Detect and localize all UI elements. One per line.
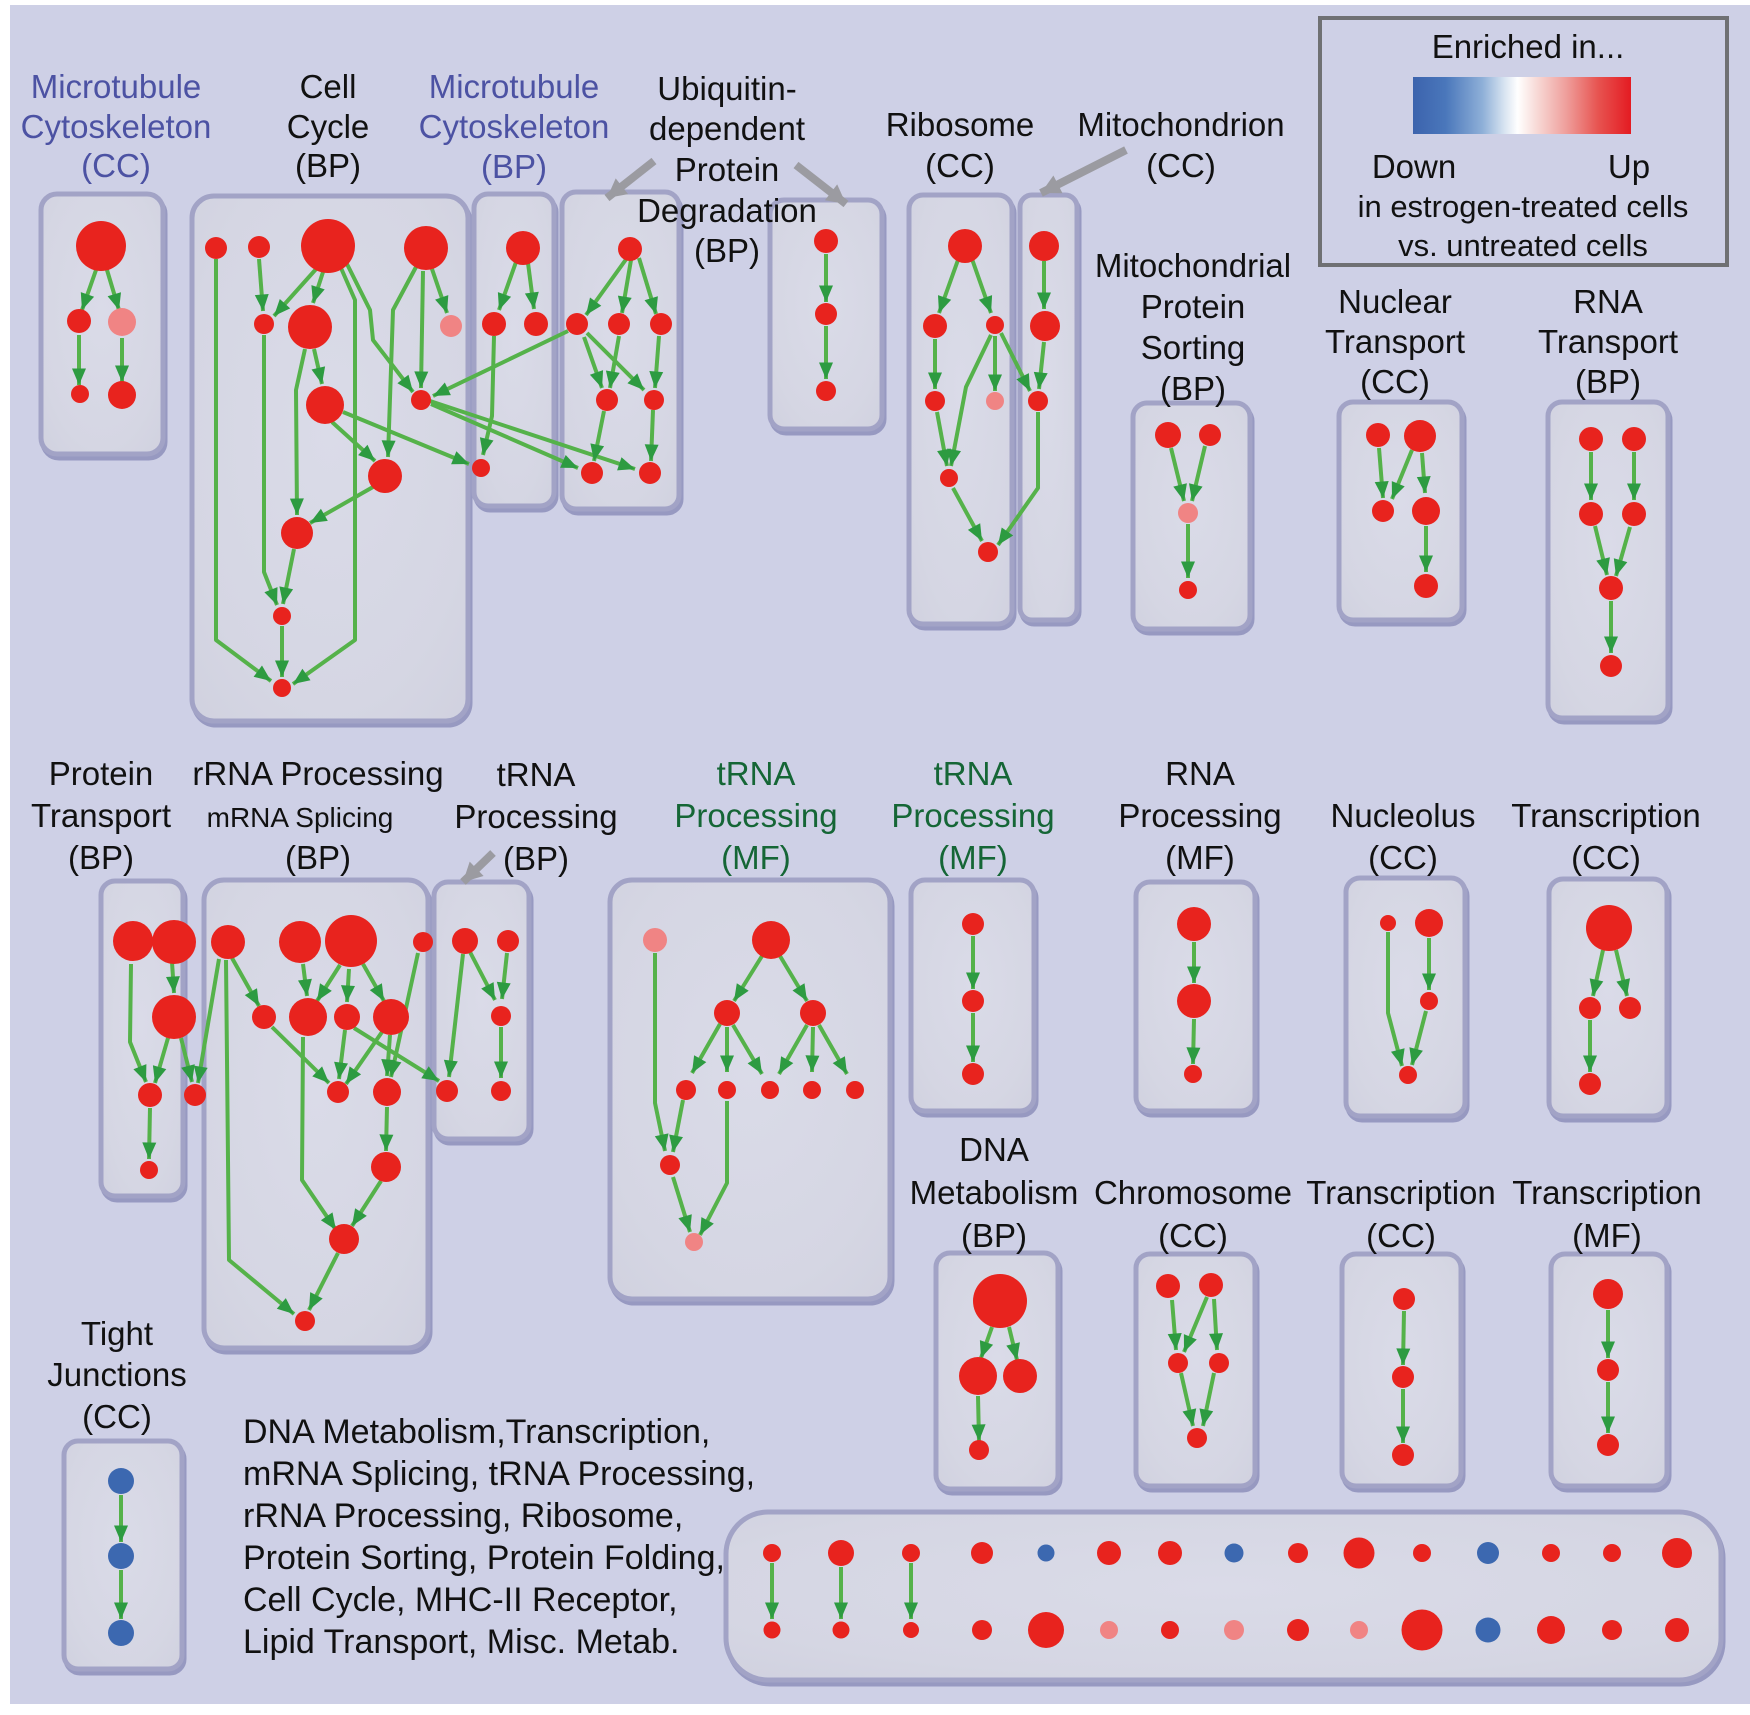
svg-text:(CC): (CC) [1368,839,1438,876]
svg-text:Transport: Transport [1538,323,1678,360]
svg-text:Metabolism: Metabolism [910,1174,1079,1211]
svg-text:rRNA Processing, Ribosome,: rRNA Processing, Ribosome, [243,1497,683,1535]
svg-text:tRNA: tRNA [717,755,796,792]
svg-text:dependent: dependent [649,110,805,147]
svg-text:Transcription: Transcription [1306,1174,1496,1211]
svg-text:(BP): (BP) [285,839,351,876]
svg-text:(BP): (BP) [961,1217,1027,1254]
svg-text:Microtubule: Microtubule [429,68,600,105]
svg-text:Cytoskeleton: Cytoskeleton [21,108,212,145]
svg-text:Cell: Cell [300,68,357,105]
svg-text:Processing: Processing [1118,797,1281,834]
svg-text:(MF): (MF) [1165,839,1235,876]
svg-text:tRNA: tRNA [497,756,576,793]
svg-text:(CC): (CC) [1158,1217,1228,1254]
svg-text:(BP): (BP) [295,147,361,184]
svg-text:(BP): (BP) [503,840,569,877]
svg-text:(CC): (CC) [81,147,151,184]
svg-text:(CC): (CC) [1146,147,1216,184]
svg-text:Enriched in...: Enriched in... [1432,28,1625,65]
svg-text:Mitochondrial: Mitochondrial [1095,247,1291,284]
svg-text:in estrogen-treated cells: in estrogen-treated cells [1358,189,1689,224]
svg-text:Protein: Protein [49,755,154,792]
svg-text:Junctions: Junctions [47,1356,186,1393]
svg-text:mRNA Splicing: mRNA Splicing [207,802,394,833]
svg-text:Ribosome: Ribosome [886,106,1035,143]
svg-text:Sorting: Sorting [1141,329,1246,366]
svg-text:DNA: DNA [959,1131,1029,1168]
svg-text:Down: Down [1372,148,1456,185]
svg-text:(BP): (BP) [1575,363,1641,400]
svg-text:(CC): (CC) [1360,363,1430,400]
svg-text:Cytoskeleton: Cytoskeleton [419,108,610,145]
svg-text:Protein Sorting, Protein Foldi: Protein Sorting, Protein Folding, [243,1539,725,1577]
svg-text:(MF): (MF) [721,839,791,876]
svg-text:DNA Metabolism,Transcription,: DNA Metabolism,Transcription, [243,1413,710,1451]
svg-text:Protein: Protein [675,151,780,188]
svg-text:(BP): (BP) [68,839,134,876]
svg-text:Transport: Transport [1325,323,1465,360]
svg-text:vs. untreated cells: vs. untreated cells [1398,228,1648,263]
svg-text:Tight: Tight [81,1315,153,1352]
svg-text:Processing: Processing [674,797,837,834]
svg-text:(CC): (CC) [82,1398,152,1435]
svg-text:Mitochondrion: Mitochondrion [1077,106,1284,143]
svg-text:Lipid Transport, Misc. Metab.: Lipid Transport, Misc. Metab. [243,1623,680,1661]
svg-text:RNA: RNA [1573,283,1643,320]
svg-text:(CC): (CC) [1571,839,1641,876]
svg-text:Microtubule: Microtubule [31,68,202,105]
svg-text:(BP): (BP) [694,232,760,269]
svg-text:Ubiquitin-: Ubiquitin- [657,70,796,107]
svg-text:mRNA Splicing, tRNA Processing: mRNA Splicing, tRNA Processing, [243,1455,755,1493]
svg-text:(CC): (CC) [1366,1217,1436,1254]
svg-text:RNA: RNA [1165,755,1235,792]
svg-text:Nucleolus: Nucleolus [1331,797,1476,834]
svg-text:Processing: Processing [454,798,617,835]
svg-text:Cycle: Cycle [287,108,370,145]
svg-text:tRNA: tRNA [934,755,1013,792]
svg-text:(CC): (CC) [925,147,995,184]
svg-text:(MF): (MF) [1572,1217,1642,1254]
svg-text:Protein: Protein [1141,288,1246,325]
svg-text:(MF): (MF) [938,839,1008,876]
svg-text:Transport: Transport [31,797,171,834]
svg-text:Transcription: Transcription [1512,1174,1702,1211]
svg-text:Nuclear: Nuclear [1338,283,1452,320]
svg-text:Degradation: Degradation [637,192,817,229]
svg-text:(BP): (BP) [1160,370,1226,407]
svg-text:Up: Up [1608,148,1650,185]
svg-text:Cell Cycle, MHC-II Receptor,: Cell Cycle, MHC-II Receptor, [243,1581,678,1619]
svg-text:Transcription: Transcription [1511,797,1701,834]
svg-text:Chromosome: Chromosome [1094,1174,1292,1211]
svg-text:rRNA Processing: rRNA Processing [192,755,443,792]
svg-text:Processing: Processing [891,797,1054,834]
svg-text:(BP): (BP) [481,148,547,185]
